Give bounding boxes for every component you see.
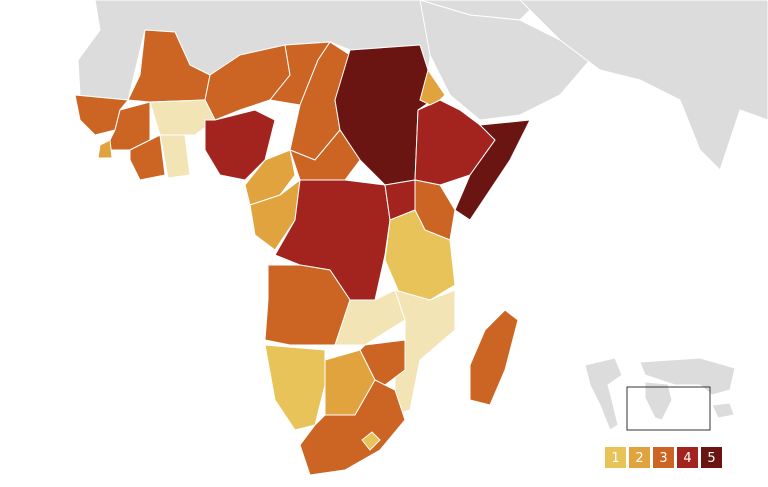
country [469, 309, 519, 406]
country [384, 209, 456, 301]
legend: 1 2 3 4 5 [605, 447, 722, 468]
legend-swatch [653, 447, 674, 468]
world-inset [584, 357, 736, 431]
country [454, 119, 531, 221]
country [419, 68, 446, 106]
country [299, 379, 406, 476]
legend-label: 3 [659, 451, 667, 466]
country [264, 344, 326, 431]
africa-regions [74, 29, 531, 476]
country [361, 431, 381, 451]
legend-label: 2 [635, 451, 643, 466]
inset-frame [626, 386, 711, 431]
arabia [419, 0, 591, 121]
inset-americas [584, 357, 623, 431]
legend-swatch [677, 447, 698, 468]
legend-swatch [605, 447, 626, 468]
inset-australia [711, 402, 735, 419]
legend-label: 1 [611, 451, 619, 466]
inset-africa [644, 381, 673, 421]
legend-label: 5 [707, 451, 715, 466]
legend-label: 4 [683, 451, 691, 466]
legend-swatch [629, 447, 650, 468]
background-land [74, 0, 768, 171]
asia [519, 0, 768, 171]
country [159, 134, 191, 179]
country [129, 134, 166, 181]
inset-eurasia [639, 357, 736, 396]
country [97, 139, 113, 159]
legend-swatch [701, 447, 722, 468]
